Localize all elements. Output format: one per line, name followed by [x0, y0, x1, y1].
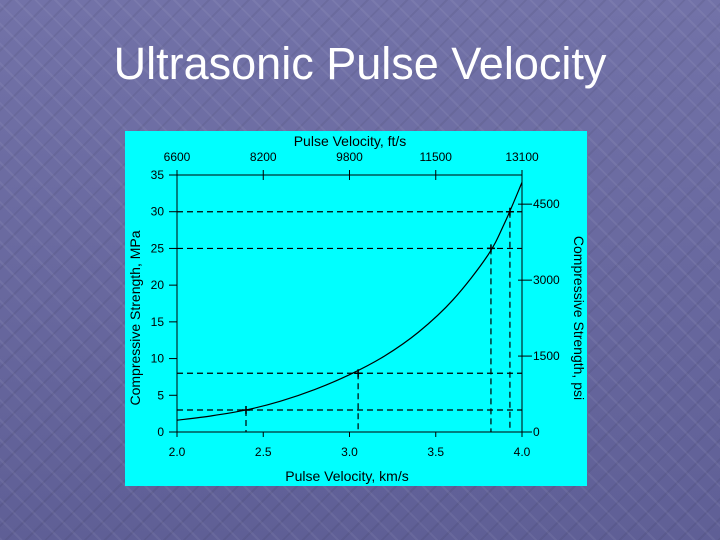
y-tick-label: 30: [151, 205, 165, 219]
strength-curve: [176, 182, 523, 421]
psi-tick-label: 0: [533, 425, 540, 439]
y-tick-label: 15: [151, 315, 165, 329]
y-tick-label: 5: [157, 388, 164, 402]
chart-panel: Pulse Velocity, ft/s Pulse Velocity, km/…: [125, 131, 587, 486]
x-tick-label: 2.0: [169, 445, 186, 459]
top-x-tick-label: 6600: [164, 150, 191, 164]
x-tick-label: 3.5: [427, 445, 444, 459]
plot-layer: 2.0 2.5 3.0 3.5 4.0 6600 8200 9800 11500 13100 0 5 1…: [151, 150, 560, 459]
y-tick-label: 25: [151, 241, 165, 255]
psi-tick-label: 4500: [533, 197, 560, 211]
psi-tick-label: 3000: [533, 273, 560, 287]
strength-velocity-chart: Pulse Velocity, ft/s Pulse Velocity, km/…: [127, 133, 587, 484]
top-x-tick-label: 8200: [250, 150, 277, 164]
top-x-tick-label: 9800: [336, 150, 363, 164]
y-tick-label: 35: [151, 168, 165, 182]
left-axis-label: Compressive Strength, MPa: [127, 230, 143, 405]
x-tick-label: 2.5: [255, 445, 272, 459]
top-x-tick-label: 13100: [505, 150, 539, 164]
bottom-axis-label: Pulse Velocity, km/s: [285, 468, 408, 484]
slide-title: Ultrasonic Pulse Velocity: [113, 38, 607, 89]
y-tick-label: 0: [157, 425, 164, 439]
y-tick-label: 20: [151, 278, 165, 292]
top-x-tick-label: 11500: [420, 150, 453, 164]
x-tick-label: 4.0: [514, 445, 531, 459]
y-tick-label: 10: [151, 352, 165, 366]
x-tick-label: 3.0: [341, 445, 358, 459]
right-axis-label: Compressive Strength, psi: [571, 236, 587, 400]
psi-tick-label: 1500: [533, 349, 560, 363]
top-axis-label: Pulse Velocity, ft/s: [294, 133, 407, 149]
